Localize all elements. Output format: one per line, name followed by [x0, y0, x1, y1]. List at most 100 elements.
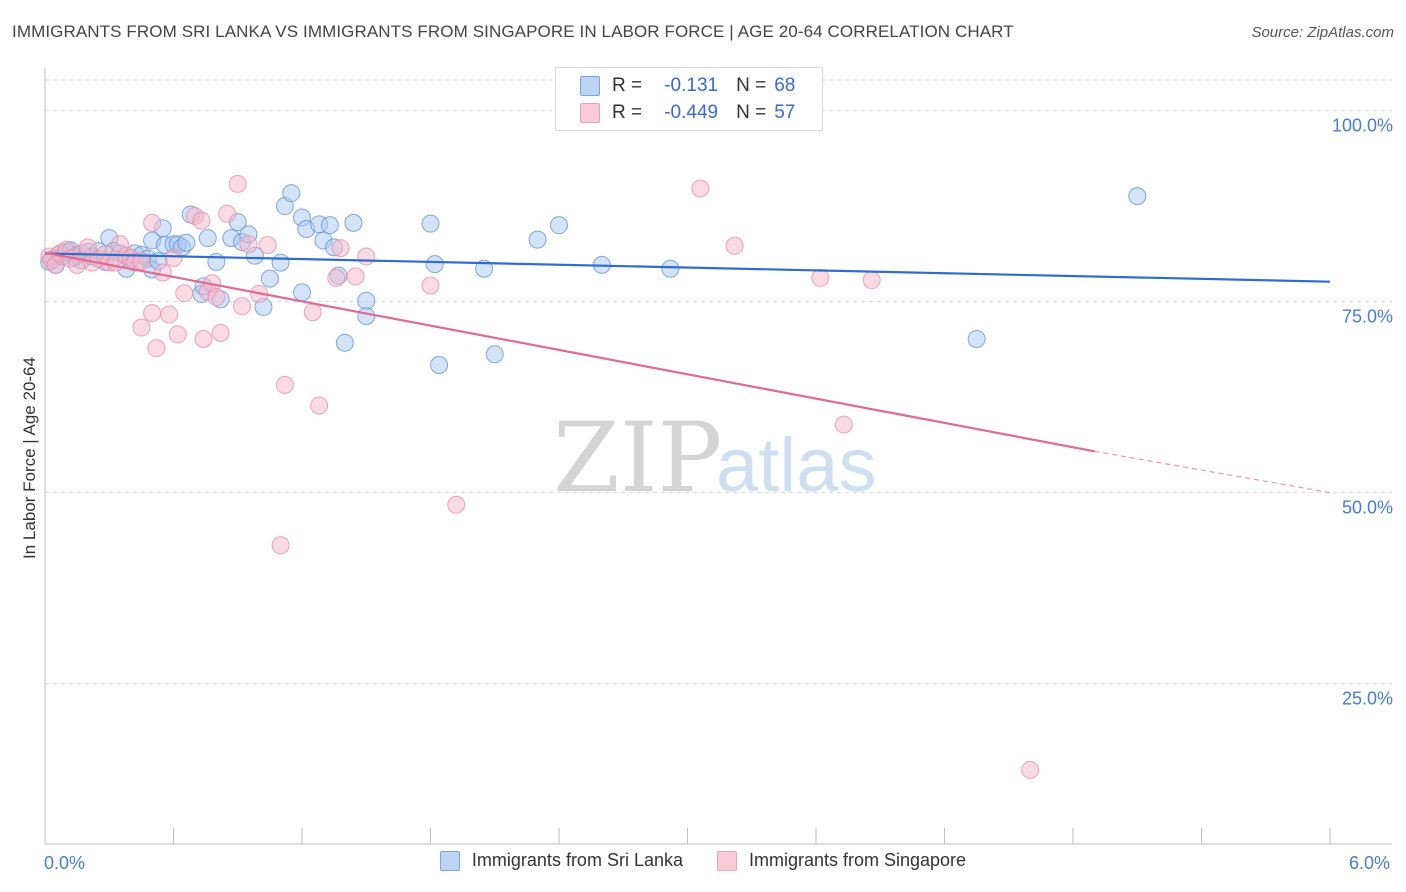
data-point: [194, 329, 213, 348]
axes: [44, 68, 1392, 845]
data-point: [164, 249, 183, 268]
n-value: 57: [774, 102, 796, 123]
y-tick-labels: 100.0% 75.0% 50.0% 25.0%: [1332, 116, 1393, 709]
y-axis-title: In Labor Force | Age 20-64: [20, 357, 39, 559]
sri-lanka-swatch: [580, 76, 600, 96]
sri-lanka-legend-swatch: [439, 850, 460, 871]
chart-title: IMMIGRANTS FROM SRI LANKA VS IMMIGRANTS …: [12, 22, 1014, 41]
singapore-swatch: [580, 103, 600, 123]
y-tick-label: 100.0%: [1332, 116, 1393, 136]
watermark-atlas: atlas: [716, 423, 877, 508]
x-tick-min: 0.0%: [44, 853, 85, 873]
data-point: [147, 339, 166, 358]
data-point: [132, 318, 151, 337]
trend-extension-singapore: [1094, 450, 1331, 494]
trend-line-singapore: [44, 251, 1095, 453]
data-point: [425, 255, 444, 274]
r-label: R =: [612, 75, 643, 96]
data-point: [303, 303, 322, 322]
data-point: [327, 268, 346, 287]
data-point: [143, 304, 162, 323]
r-value: -0.131: [664, 75, 719, 96]
data-point: [282, 184, 301, 203]
series-singapore: [40, 174, 1040, 779]
r-label: R =: [612, 102, 643, 123]
data-points: [40, 174, 1147, 779]
data-point: [357, 307, 376, 326]
data-point: [421, 276, 440, 295]
data-point: [834, 415, 853, 434]
data-point: [177, 233, 196, 252]
data-point: [475, 259, 494, 278]
data-point: [218, 204, 237, 223]
legend-label-sri-lanka: Immigrants from Sri Lanka: [471, 850, 683, 870]
data-point: [275, 375, 294, 394]
stats-legend: R = -0.131 N = 68 R = -0.449 N = 57: [555, 67, 823, 131]
data-point: [198, 229, 217, 248]
stats-row-sri-lanka: R = -0.131 N = 68: [580, 73, 795, 99]
data-point: [447, 495, 466, 514]
legend-label-singapore: Immigrants from Singapore: [748, 850, 967, 870]
data-point: [357, 291, 376, 310]
data-point: [258, 236, 277, 255]
n-label: N =: [736, 75, 767, 96]
data-point: [160, 305, 179, 324]
data-point: [661, 259, 680, 278]
x-tick-labels: 0.0% 6.0%: [44, 853, 1390, 873]
watermark: ZIP atlas: [553, 402, 877, 514]
r-value: -0.449: [664, 102, 719, 123]
series-legend: Immigrants from Sri Lanka Immigrants fro…: [0, 850, 1406, 871]
data-point: [344, 213, 363, 232]
data-point: [153, 263, 172, 282]
data-point: [1021, 760, 1040, 779]
x-tick-max: 6.0%: [1349, 853, 1390, 873]
y-tick-label: 50.0%: [1342, 498, 1393, 518]
trend-line-sri-lanka: [44, 252, 1331, 283]
data-point: [207, 287, 226, 306]
singapore-legend-swatch: [716, 850, 737, 871]
data-point: [725, 236, 744, 255]
stats-row-singapore: R = -0.449 N = 57: [580, 100, 795, 126]
gridlines: [45, 79, 1392, 685]
data-point: [211, 323, 230, 342]
data-point: [192, 211, 211, 230]
legend-item-sri-lanka[interactable]: Immigrants from Sri Lanka: [439, 850, 683, 871]
data-point: [421, 214, 440, 233]
data-point: [691, 179, 710, 198]
data-point: [143, 213, 162, 232]
y-tick-label: 25.0%: [1342, 689, 1393, 709]
data-point: [168, 325, 187, 344]
data-point: [207, 252, 226, 271]
data-point: [293, 283, 311, 302]
data-point: [233, 297, 252, 316]
data-point: [228, 174, 247, 193]
data-point: [271, 536, 290, 555]
data-point: [310, 396, 329, 415]
data-point: [430, 355, 449, 374]
data-point: [528, 230, 547, 249]
y-tick-label: 75.0%: [1342, 307, 1393, 327]
data-point: [260, 269, 279, 288]
legend-item-singapore[interactable]: Immigrants from Singapore: [716, 850, 967, 871]
data-point: [1128, 187, 1147, 206]
data-point: [357, 247, 376, 266]
data-point: [271, 253, 290, 272]
watermark-zip: ZIP: [553, 402, 722, 514]
data-point: [811, 268, 830, 287]
data-point: [175, 284, 194, 303]
data-point: [239, 235, 258, 254]
data-point: [320, 216, 339, 235]
data-point: [335, 333, 354, 352]
trend-lines: [44, 251, 1331, 494]
data-point: [862, 271, 881, 290]
data-point: [485, 345, 504, 364]
data-point: [132, 252, 151, 271]
source-label: Source: ZipAtlas.com: [1251, 24, 1394, 41]
n-label: N =: [736, 102, 767, 123]
data-point: [550, 216, 568, 235]
n-value: 68: [774, 75, 796, 96]
data-point: [346, 267, 365, 286]
data-point: [967, 329, 986, 348]
data-point: [331, 239, 350, 258]
